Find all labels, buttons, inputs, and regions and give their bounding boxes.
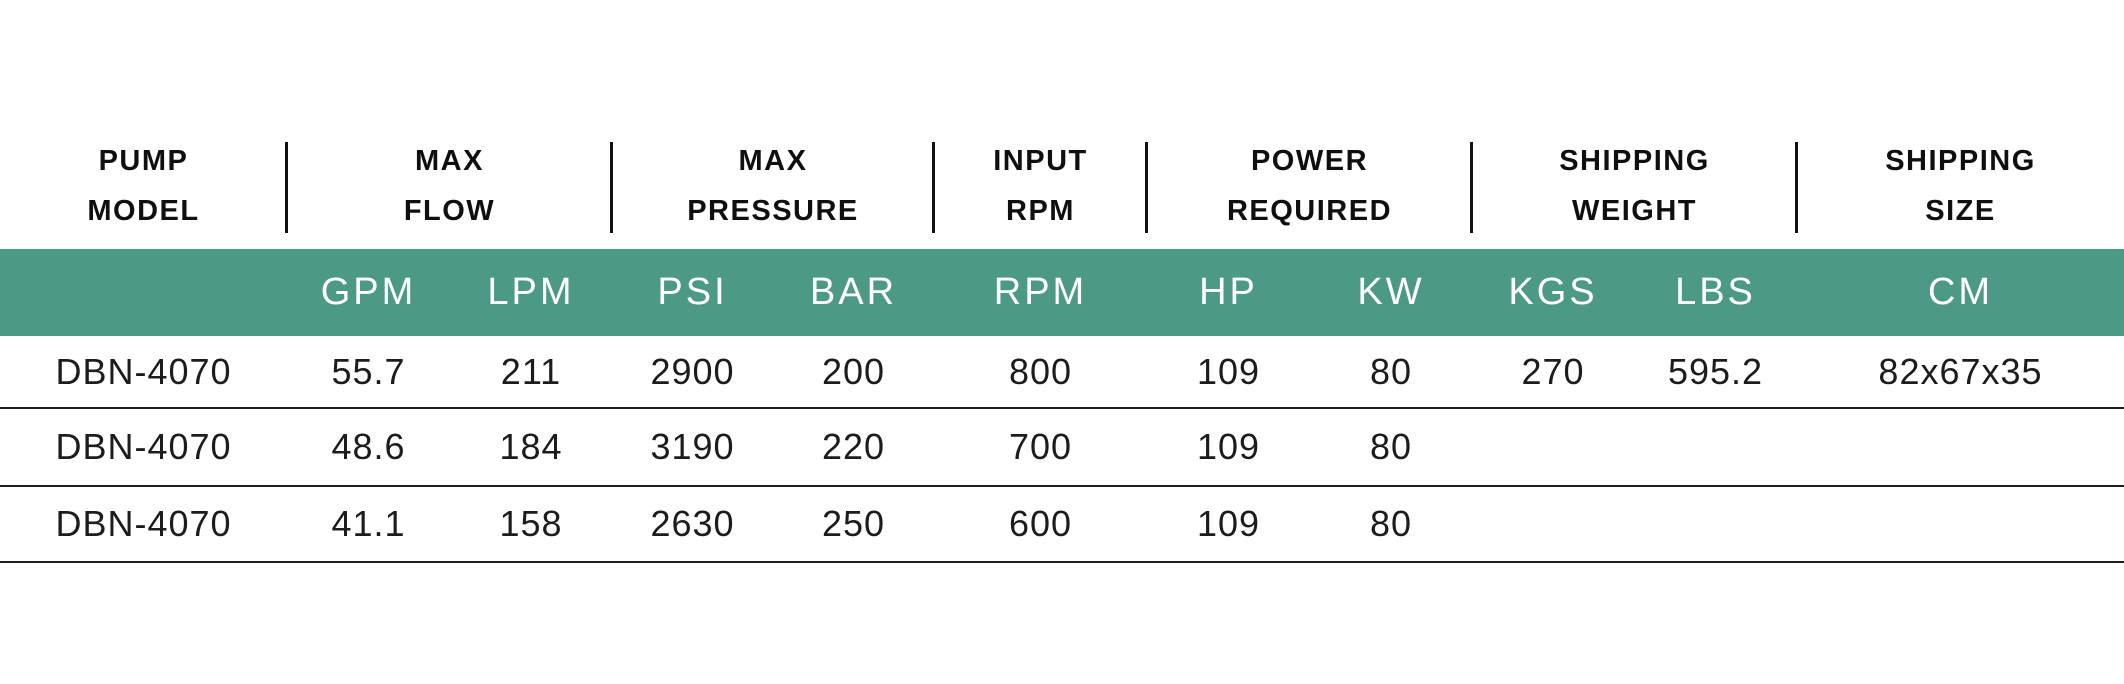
header-group-power-required: POWER REQUIRED (1147, 136, 1472, 236)
column-divider (932, 142, 935, 233)
unit-cell-kw: KW (1357, 271, 1425, 313)
cell-pump-model: DBN-4070 (55, 426, 232, 467)
pump-spec-table: PUMP MODEL MAX FLOW MAX PRESSURE INPUT R… (0, 0, 2124, 563)
cell-hp: 109 (1196, 503, 1261, 544)
table-row: DBN-4070 41.1 158 2630 250 600 109 80 (0, 487, 2124, 563)
header-group-max-flow: MAX FLOW (287, 136, 612, 236)
header-group-shipping-weight: SHIPPING WEIGHT (1472, 136, 1797, 236)
cell-hp: 109 (1196, 426, 1261, 467)
header-line: RPM (1006, 195, 1075, 227)
cell-hp: 109 (1196, 350, 1261, 392)
unit-cell-cm: CM (1927, 271, 1994, 313)
cell-lpm: 158 (499, 503, 563, 544)
header-line: PRESSURE (687, 195, 859, 227)
cell-kw: 80 (1369, 350, 1413, 392)
header-line: MAX (415, 145, 484, 177)
header-line: INPUT (993, 145, 1088, 177)
unit-cell-hp: HP (1199, 271, 1258, 313)
cell-pump-model: DBN-4070 (55, 503, 232, 544)
unit-cell-psi: PSI (657, 271, 728, 313)
header-group-shipping-size: SHIPPING SIZE (1797, 136, 2124, 236)
column-divider (1145, 142, 1148, 233)
header-line: REQUIRED (1226, 195, 1393, 227)
header-line: PUMP (98, 145, 189, 177)
cell-bar: 220 (821, 426, 886, 467)
unit-cell-rpm: RPM (993, 271, 1088, 313)
unit-cell-bar: BAR (809, 271, 898, 313)
unit-header-row: GPM LPM PSI BAR RPM HP KW KGS LBS CM (0, 249, 2124, 336)
group-header-row: PUMP MODEL MAX FLOW MAX PRESSURE INPUT R… (0, 136, 2124, 236)
header-line: MODEL (87, 195, 200, 227)
cell-psi: 3190 (650, 426, 735, 467)
header-line: MAX (738, 145, 808, 177)
unit-cell-lbs: LBS (1675, 271, 1756, 313)
cell-lpm: 211 (500, 350, 562, 392)
cell-gpm: 48.6 (331, 426, 406, 467)
unit-cell-gpm: GPM (320, 271, 417, 313)
header-group-max-pressure: MAX PRESSURE (612, 136, 934, 236)
header-group-pump-model: PUMP MODEL (0, 136, 287, 236)
cell-psi: 2900 (650, 350, 735, 392)
unit-cell-lpm: LPM (487, 271, 575, 313)
cell-kw: 80 (1369, 426, 1413, 467)
cell-gpm: 41.1 (331, 503, 406, 544)
column-divider (285, 142, 288, 233)
header-line: FLOW (403, 195, 496, 227)
header-line: WEIGHT (1572, 195, 1697, 227)
header-group-input-rpm: INPUT RPM (934, 136, 1147, 236)
cell-pump-model: DBN-4070 (55, 350, 232, 392)
table-row: DBN-4070 55.7 211 2900 200 800 109 80 27… (0, 336, 2124, 409)
header-line: SHIPPING (1559, 145, 1710, 177)
cell-rpm: 600 (1008, 503, 1073, 544)
cell-lbs: 595.2 (1667, 350, 1764, 392)
cell-lpm: 184 (499, 426, 563, 467)
table-row: DBN-4070 48.6 184 3190 220 700 109 80 (0, 409, 2124, 487)
column-divider (610, 142, 613, 233)
header-line: SHIPPING (1885, 145, 2036, 177)
cell-rpm: 700 (1008, 426, 1073, 467)
cell-bar: 200 (821, 350, 886, 392)
cell-gpm: 55.7 (331, 350, 406, 392)
header-line: SIZE (1925, 195, 1996, 227)
header-line: POWER (1250, 145, 1369, 177)
cell-kw: 80 (1369, 503, 1413, 544)
cell-psi: 2630 (650, 503, 735, 544)
cell-kgs: 270 (1521, 350, 1585, 392)
unit-cell-kgs: KGS (1508, 271, 1598, 313)
cell-cm: 82x67x35 (1878, 350, 2043, 392)
column-divider (1795, 142, 1798, 233)
column-divider (1470, 142, 1473, 233)
cell-rpm: 800 (1008, 350, 1073, 392)
cell-bar: 250 (821, 503, 886, 544)
table-header: PUMP MODEL MAX FLOW MAX PRESSURE INPUT R… (0, 0, 2124, 249)
